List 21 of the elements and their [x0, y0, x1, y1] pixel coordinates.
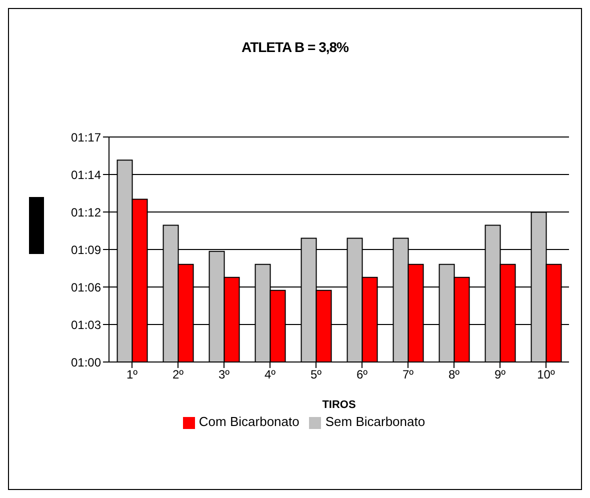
- x-tick-label: 8º: [448, 368, 460, 382]
- x-tick-label: 9º: [494, 368, 506, 382]
- y-tick-label: 01:12: [70, 205, 102, 220]
- x-tick-label: 4º: [264, 368, 276, 382]
- x-tick-label: 3º: [218, 368, 230, 382]
- y-tick-label: 01:09: [70, 242, 102, 257]
- y-tick-label: 01:00: [70, 355, 102, 370]
- x-tick-label: 7º: [402, 368, 414, 382]
- x-tick-label: 6º: [356, 368, 368, 382]
- x-tick-label: 10º: [537, 368, 556, 382]
- y-tick-label: 01:03: [70, 318, 102, 332]
- y-tick-label: 01:06: [70, 280, 102, 294]
- x-axis-title: TIROS: [322, 399, 356, 411]
- x-tick-label: 2º: [172, 368, 184, 382]
- y-tick-label: 01:14: [70, 168, 102, 182]
- x-tick-label: 5º: [310, 368, 322, 382]
- chart-title: ATLETA B = 3,8%: [240, 39, 350, 55]
- x-tick-label: 1º: [126, 368, 138, 382]
- y-tick-label: 01:17: [70, 130, 102, 144]
- legend-label: Sem Bicarbonato: [325, 414, 426, 429]
- legend-label: Com Bicarbonato: [198, 414, 300, 429]
